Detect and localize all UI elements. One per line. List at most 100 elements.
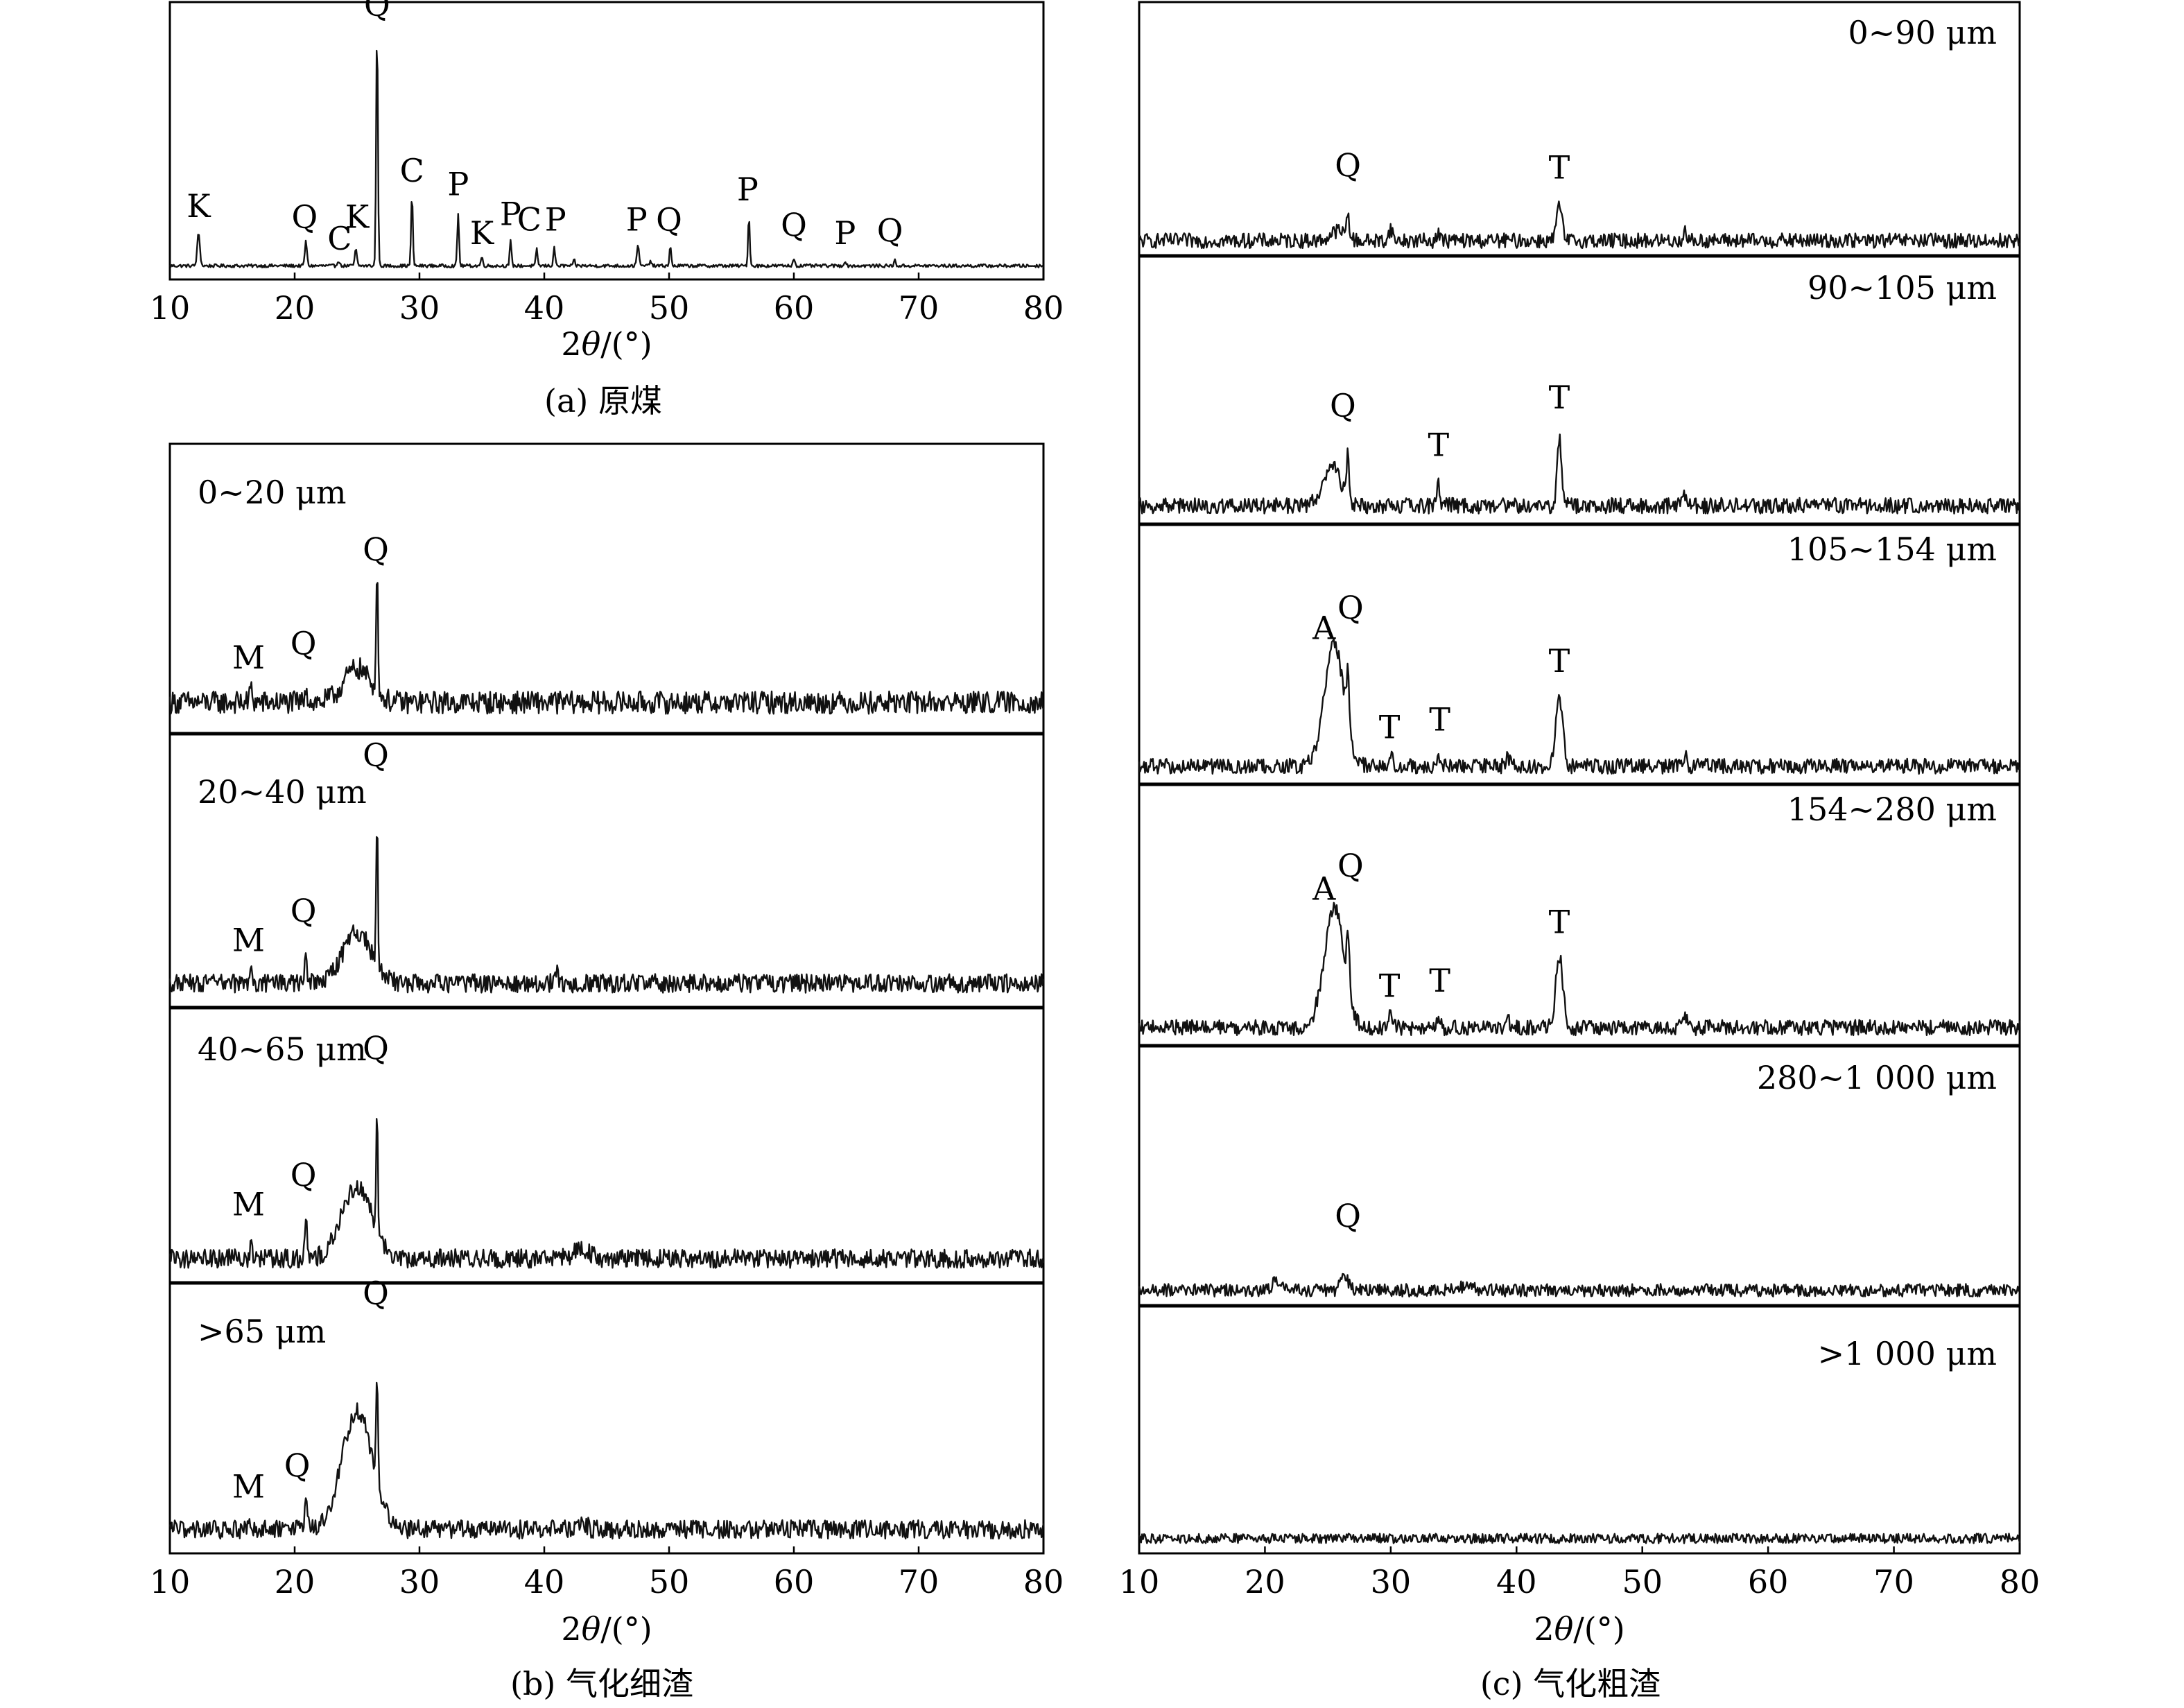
xrd-pattern-line <box>168 836 1045 994</box>
x-tick-label: 30 <box>1371 1563 1412 1601</box>
peak-label: Q <box>781 206 807 243</box>
peak-label: Q <box>1335 146 1361 184</box>
size-range-label: 20~40 μm <box>198 773 367 811</box>
peak-label: K <box>470 214 495 252</box>
peak-label: C <box>400 152 424 189</box>
xrd-pattern-line <box>1138 433 2021 515</box>
peak-label: M <box>232 639 265 676</box>
xrd-pattern-line <box>168 1118 1045 1269</box>
x-tick-label: 10 <box>150 289 191 327</box>
peak-label: T <box>1429 962 1450 999</box>
xrd-pattern-line <box>168 49 1044 268</box>
caption-c: (c) 气化粗渣 <box>1480 1665 1661 1702</box>
peak-label: T <box>1379 967 1401 1005</box>
peak-label: Q <box>363 530 389 568</box>
x-axis-label: 2θ/(°) <box>561 1610 652 1648</box>
peak-label: M <box>232 922 265 959</box>
x-axis-label-var: θ <box>582 325 601 363</box>
peak-label: Q <box>656 200 682 238</box>
x-tick-label: 50 <box>649 289 690 327</box>
peak-label: A <box>1312 609 1336 646</box>
x-tick-label: 70 <box>899 1563 939 1601</box>
x-tick-label: 10 <box>150 1563 191 1601</box>
x-tick-label: 30 <box>399 289 440 327</box>
peak-label: C <box>327 220 352 257</box>
plot-frame <box>168 442 1045 1555</box>
peak-label: Q <box>291 624 317 662</box>
x-tick-label: 60 <box>774 1563 815 1601</box>
x-axis-label: 2θ/(°) <box>561 325 652 363</box>
peak-label: Q <box>1335 1197 1361 1234</box>
size-range-label: 0~90 μm <box>1848 14 1997 51</box>
x-tick-label: 60 <box>1748 1563 1789 1601</box>
peak-label: P <box>447 165 469 202</box>
x-axis-label: 2θ/(°) <box>1534 1610 1624 1648</box>
peak-label: P <box>737 171 759 208</box>
peak-label: C <box>517 200 541 238</box>
x-tick-label: 40 <box>524 289 565 327</box>
peak-label: K <box>187 187 211 225</box>
x-axis-label-suffix: /(°) <box>600 1610 652 1648</box>
x-axis-label-suffix: /(°) <box>600 325 652 363</box>
peak-label: Q <box>291 1156 317 1193</box>
size-range-label: 90~105 μm <box>1808 269 1997 307</box>
peak-label: Q <box>363 1275 389 1312</box>
xrd-pattern-line <box>1138 638 2021 775</box>
peak-label: Q <box>291 892 317 929</box>
xrd-pattern-line <box>1138 902 2021 1037</box>
x-tick-label: 50 <box>1622 1563 1663 1601</box>
peak-label: T <box>1429 701 1450 739</box>
plot-frame <box>1138 1 2021 1555</box>
x-tick-label: 20 <box>1245 1563 1285 1601</box>
x-tick-label: 40 <box>1496 1563 1537 1601</box>
size-range-label: >65 μm <box>198 1313 326 1350</box>
x-tick-label: 40 <box>524 1563 565 1601</box>
x-axis-label-var: θ <box>1554 1610 1574 1648</box>
peak-label: Q <box>284 1447 311 1484</box>
x-tick-label: 30 <box>399 1563 440 1601</box>
peak-label: Q <box>292 198 318 235</box>
size-range-label: >1 000 μm <box>1818 1335 1997 1372</box>
peak-label: Q <box>1337 589 1364 626</box>
x-axis-label-prefix: 2 <box>1534 1610 1554 1648</box>
peak-label: M <box>232 1186 265 1223</box>
xrd-pattern-line <box>1138 200 2021 249</box>
peak-label: P <box>834 214 856 252</box>
xrd-pattern-line <box>168 582 1045 715</box>
x-tick-label: 70 <box>899 289 939 327</box>
size-range-label: 105~154 μm <box>1787 530 1997 568</box>
size-range-label: 40~65 μm <box>198 1030 367 1068</box>
peak-label: Q <box>363 1029 389 1067</box>
peak-label: Q <box>877 212 903 249</box>
peak-label: K <box>345 198 370 235</box>
x-tick-label: 80 <box>2000 1563 2040 1601</box>
x-axis-label-var: θ <box>582 1610 601 1648</box>
peak-label: T <box>1549 642 1570 680</box>
x-tick-label: 70 <box>1873 1563 1914 1601</box>
peak-label: Q <box>1330 386 1356 424</box>
x-tick-label: 20 <box>275 289 315 327</box>
x-axis-label-prefix: 2 <box>561 325 581 363</box>
peak-label: T <box>1549 903 1570 940</box>
peak-label: T <box>1549 149 1570 187</box>
peak-label: M <box>232 1468 265 1506</box>
x-tick-label: 80 <box>1023 289 1064 327</box>
xrd-pattern-line <box>1138 1273 2020 1297</box>
xrd-pattern-line <box>168 1381 1045 1539</box>
size-range-label: 154~280 μm <box>1787 791 1997 828</box>
caption-b: (b) 气化细渣 <box>510 1665 693 1702</box>
peak-label: P <box>626 200 648 238</box>
x-tick-label: 80 <box>1023 1563 1064 1601</box>
peak-label: T <box>1379 709 1401 746</box>
caption-a: (a) 原煤 <box>544 382 662 420</box>
xrd-pattern-line <box>1138 1533 2021 1544</box>
x-axis-label-prefix: 2 <box>561 1610 581 1648</box>
peak-label: Q <box>364 0 390 24</box>
peak-label: Q <box>1337 847 1364 884</box>
size-range-label: 0~20 μm <box>198 474 346 511</box>
x-tick-label: 60 <box>774 289 815 327</box>
peak-label: P <box>545 200 566 238</box>
